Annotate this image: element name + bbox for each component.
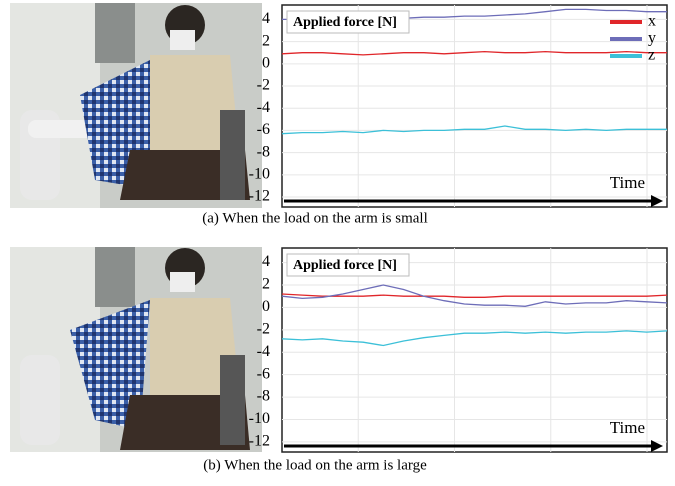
series-line <box>281 284 668 307</box>
y-tick-label: -12 <box>249 188 270 205</box>
y-tick-label: -4 <box>257 99 270 116</box>
y-tick-label: 0 <box>262 298 270 315</box>
y-tick-label: -10 <box>249 165 270 182</box>
chart-title: Applied force [N] <box>293 258 397 273</box>
title-box <box>286 10 410 34</box>
series-line <box>281 293 668 298</box>
photo <box>10 3 262 208</box>
plot-area <box>281 4 668 208</box>
legend-label: y <box>648 30 656 47</box>
y-tick-label: -8 <box>257 143 270 160</box>
series-line <box>281 50 667 56</box>
y-tick-label: 4 <box>262 253 270 270</box>
photo <box>10 247 262 452</box>
legend-label: x <box>648 13 656 30</box>
plot-area <box>281 247 668 453</box>
y-tick-label: -4 <box>257 343 270 360</box>
y-tick-label: 0 <box>262 54 270 71</box>
y-tick-label: 2 <box>262 32 270 49</box>
legend-label: z <box>648 47 655 64</box>
y-tick-label: -6 <box>257 121 270 138</box>
y-tick-label: -8 <box>257 388 270 405</box>
title-box <box>286 253 410 277</box>
y-tick-label: -2 <box>257 77 270 94</box>
series-line <box>281 330 668 347</box>
series-line <box>281 125 667 135</box>
x-axis-label: Time <box>610 173 645 192</box>
caption: (a) When the load on the arm is small <box>202 210 428 226</box>
y-tick-label: -10 <box>249 410 270 427</box>
time-arrowhead <box>651 440 663 452</box>
y-tick-label: -12 <box>249 433 270 450</box>
caption: (b) When the load on the arm is large <box>203 457 427 473</box>
y-tick-label: -6 <box>257 365 270 382</box>
chart-title: Applied force [N] <box>293 15 397 30</box>
y-tick-label: 2 <box>262 276 270 293</box>
x-axis-label: Time <box>610 418 645 437</box>
y-tick-label: -2 <box>257 320 270 337</box>
time-arrowhead <box>651 195 663 207</box>
y-tick-label: 4 <box>262 10 270 27</box>
